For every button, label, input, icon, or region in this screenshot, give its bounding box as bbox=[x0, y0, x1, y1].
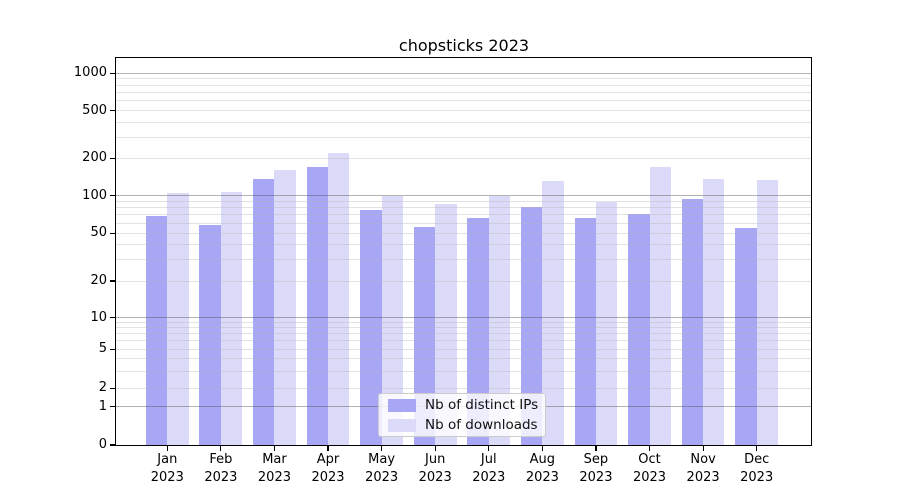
x-tick-mark bbox=[166, 446, 168, 451]
x-tick-label: May 2023 bbox=[365, 452, 399, 485]
y-tick-label: 1 bbox=[98, 398, 107, 414]
y-tick-label: 5 bbox=[98, 341, 107, 357]
x-tick-label: Aug 2023 bbox=[525, 452, 559, 485]
x-tick-label: Dec 2023 bbox=[740, 452, 774, 485]
x-tick-mark bbox=[381, 446, 383, 451]
x-tick-label: Sep 2023 bbox=[579, 452, 613, 485]
y-tick-label: 10 bbox=[90, 309, 107, 325]
legend-label-downloads: Nb of downloads bbox=[425, 417, 538, 433]
legend-row-downloads: Nb of downloads bbox=[388, 417, 538, 433]
chart-title: chopsticks 2023 bbox=[398, 36, 530, 55]
x-tick-mark bbox=[595, 446, 597, 451]
x-tick-label: Jul 2023 bbox=[472, 452, 506, 485]
x-tick-mark bbox=[541, 446, 543, 451]
x-tick-label: Oct 2023 bbox=[632, 452, 667, 485]
y-tick-label: 1000 bbox=[73, 65, 107, 81]
x-tick-label: Nov 2023 bbox=[686, 452, 720, 485]
legend: Nb of distinct IPs Nb of downloads bbox=[378, 393, 546, 437]
y-tick-label: 100 bbox=[82, 187, 107, 203]
x-tick-mark bbox=[702, 446, 704, 451]
x-tick-label: Apr 2023 bbox=[311, 452, 345, 485]
plot-border bbox=[114, 56, 813, 447]
x-tick-mark bbox=[220, 446, 222, 451]
legend-label-distinct-ips: Nb of distinct IPs bbox=[425, 397, 539, 413]
legend-swatch-distinct-ips bbox=[388, 398, 416, 412]
x-tick-label: Jun 2023 bbox=[418, 452, 452, 485]
x-tick-mark bbox=[756, 446, 758, 451]
x-tick-label: Feb 2023 bbox=[204, 452, 238, 485]
x-tick-label: Mar 2023 bbox=[257, 452, 291, 485]
legend-swatch-downloads bbox=[388, 418, 416, 432]
x-tick-label: Jan 2023 bbox=[150, 452, 184, 485]
x-tick-mark bbox=[488, 446, 490, 451]
x-tick-mark bbox=[648, 446, 651, 451]
x-tick-mark bbox=[434, 446, 436, 451]
y-tick-label: 0 bbox=[98, 437, 107, 452]
legend-row-distinct-ips: Nb of distinct IPs bbox=[388, 397, 539, 413]
y-tick-label: 2 bbox=[98, 380, 107, 396]
y-tick-label: 20 bbox=[90, 273, 107, 288]
x-tick-mark bbox=[273, 446, 276, 451]
y-tick-label: 50 bbox=[90, 225, 107, 241]
y-tick-label: 200 bbox=[82, 150, 107, 166]
y-tick-label: 500 bbox=[82, 102, 107, 118]
x-tick-mark bbox=[327, 446, 329, 451]
